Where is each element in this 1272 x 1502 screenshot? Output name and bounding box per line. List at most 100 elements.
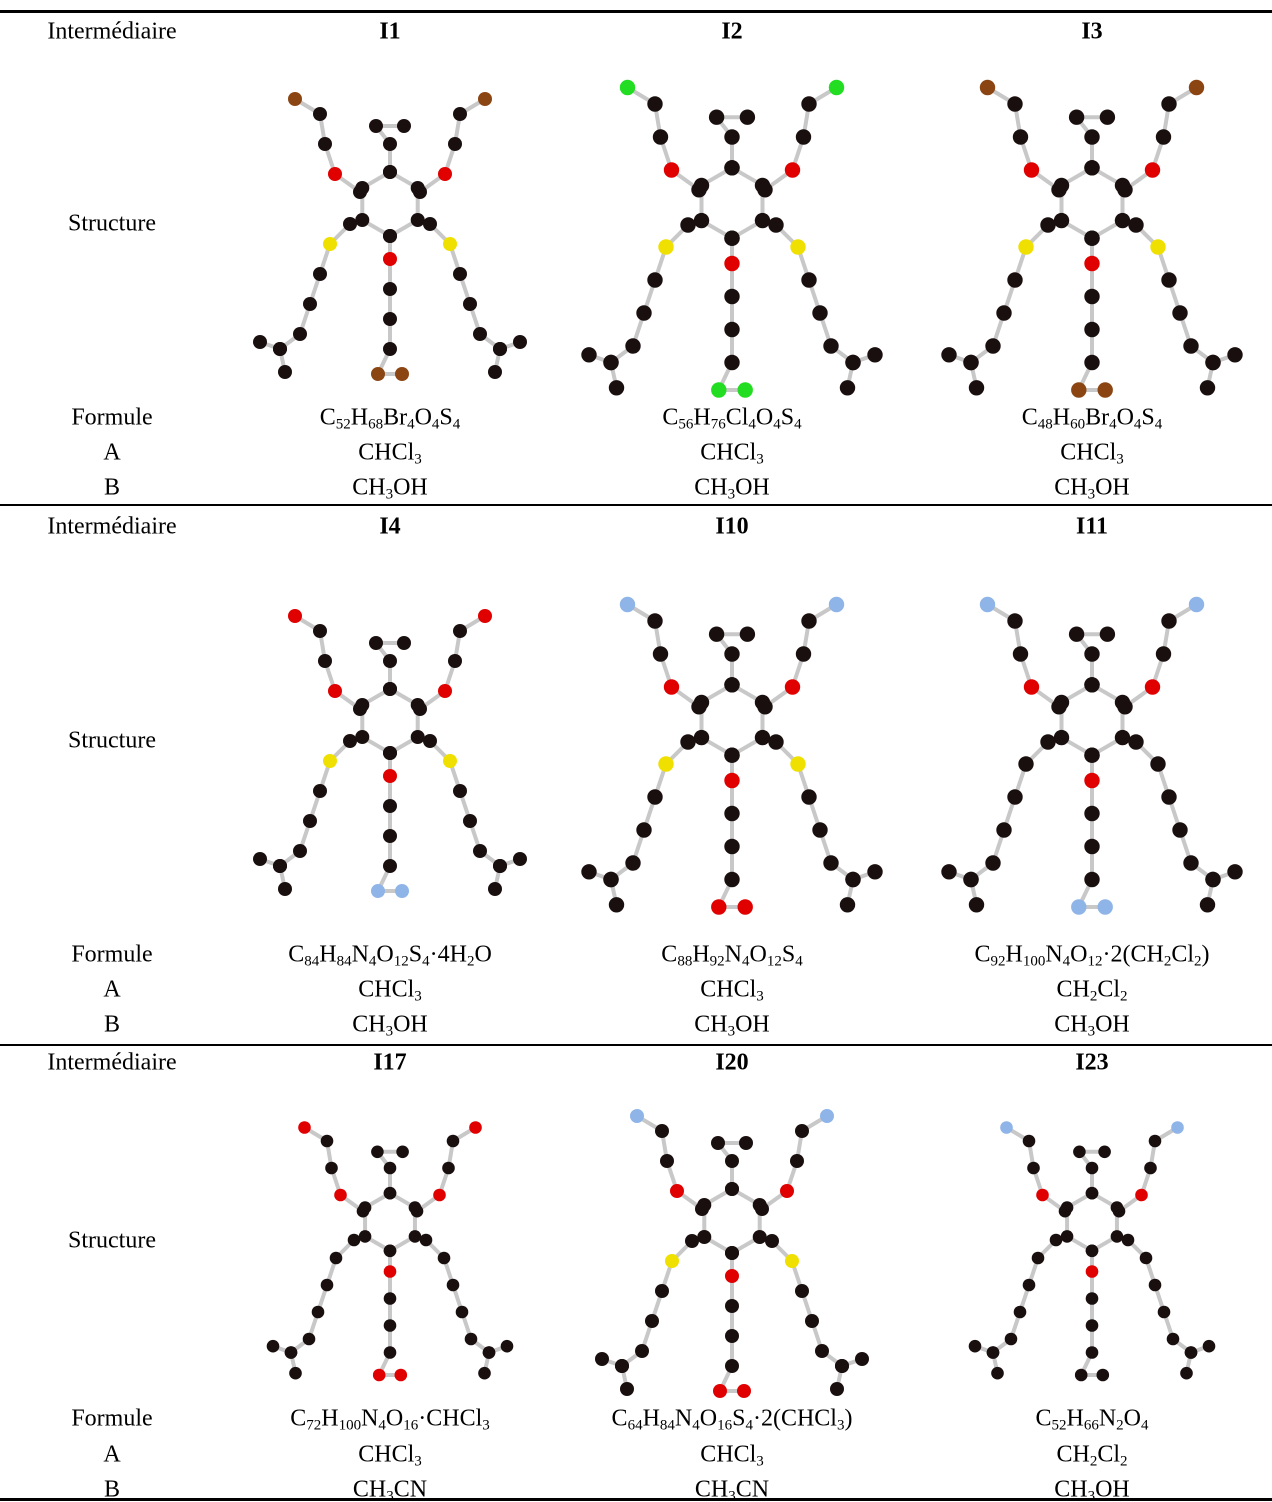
compound-name: I3 — [1081, 18, 1103, 45]
atom — [1085, 1265, 1099, 1278]
atom — [410, 1204, 424, 1218]
atom — [369, 119, 383, 133]
atom — [448, 654, 462, 668]
row-label: Formule — [71, 941, 153, 968]
atom — [830, 1382, 844, 1396]
solvent-a: CHCl3 — [700, 439, 764, 468]
atom — [372, 1368, 386, 1382]
atom — [1084, 160, 1100, 176]
atom — [724, 160, 740, 176]
atom — [1084, 747, 1100, 763]
structure-image — [968, 1121, 1216, 1382]
solvent-a: CHCl3 — [700, 1441, 764, 1470]
atom — [1022, 1278, 1036, 1292]
atom — [725, 1246, 739, 1260]
atom — [725, 1182, 739, 1196]
structure-image — [595, 1109, 869, 1398]
atom — [608, 380, 625, 396]
atom — [801, 272, 817, 288]
atom — [464, 1332, 478, 1346]
atom — [293, 327, 307, 341]
atom — [383, 137, 397, 151]
compound-name: I11 — [1075, 513, 1109, 540]
rule — [0, 1044, 1272, 1046]
formula: C92H100N4O12·2(CH2Cl2) — [974, 941, 1210, 970]
atom — [985, 338, 1001, 354]
atom — [867, 864, 883, 880]
atom — [1148, 1134, 1162, 1148]
atom — [1161, 613, 1177, 629]
atom — [693, 212, 710, 229]
atom — [1180, 1366, 1193, 1380]
atom — [711, 899, 727, 915]
solvent-b: CH3OH — [1054, 1011, 1130, 1040]
rule — [0, 1498, 1272, 1501]
atom — [647, 96, 663, 112]
atom — [1007, 272, 1023, 288]
atom — [603, 354, 619, 371]
atom — [1161, 272, 1177, 288]
atom — [383, 165, 397, 179]
compound-name: I1 — [379, 18, 401, 45]
atom — [413, 185, 427, 199]
compound-name: I10 — [715, 513, 749, 540]
atom — [645, 1314, 659, 1328]
structure-image — [266, 1121, 514, 1382]
atom — [1227, 864, 1243, 880]
atom — [739, 626, 756, 642]
atom — [790, 239, 806, 255]
atom — [1157, 1305, 1171, 1319]
atom — [355, 730, 370, 744]
atom — [488, 365, 502, 379]
atom — [493, 342, 507, 356]
atom — [397, 119, 411, 133]
atom — [383, 682, 397, 696]
atom — [636, 822, 652, 838]
atom — [996, 822, 1012, 838]
atom — [463, 297, 477, 311]
atom — [383, 829, 397, 843]
atom — [266, 1339, 280, 1353]
atom — [343, 734, 357, 748]
atom — [968, 1339, 982, 1353]
atom — [438, 167, 452, 181]
atom — [1084, 871, 1100, 888]
row-label: A — [103, 976, 121, 1003]
atom — [724, 805, 740, 822]
atom — [443, 754, 457, 768]
row-label: Intermédiaire — [47, 513, 177, 540]
atom — [625, 338, 641, 354]
atom — [473, 844, 487, 858]
atom — [725, 1329, 739, 1343]
atom — [383, 342, 397, 356]
atom — [1084, 772, 1100, 789]
atom — [724, 747, 740, 763]
row-label: A — [103, 439, 121, 466]
atom — [739, 109, 756, 125]
atom — [845, 354, 861, 371]
atom — [1053, 212, 1070, 229]
atom — [1071, 899, 1087, 915]
atom — [581, 864, 597, 880]
atom — [1139, 1251, 1153, 1265]
atom — [453, 624, 467, 638]
solvent-a: CHCl3 — [1060, 439, 1124, 468]
formula: C88H92N4O12S4 — [661, 941, 803, 970]
atom — [768, 734, 784, 750]
atom — [708, 109, 725, 125]
atom — [1121, 1233, 1135, 1247]
atom — [288, 609, 302, 623]
atom — [318, 137, 332, 151]
atom — [985, 855, 1001, 871]
solvent-a: CH2Cl2 — [1056, 1441, 1128, 1470]
atom — [1040, 217, 1056, 233]
atom — [383, 1244, 397, 1258]
atom — [1112, 1204, 1126, 1218]
structure-image — [941, 596, 1243, 915]
structure-image — [581, 79, 883, 398]
rule — [0, 504, 1272, 506]
atom — [663, 162, 680, 178]
atom — [1114, 729, 1131, 746]
atom — [595, 1352, 609, 1366]
solvent-b: CH3CN — [694, 1476, 770, 1502]
